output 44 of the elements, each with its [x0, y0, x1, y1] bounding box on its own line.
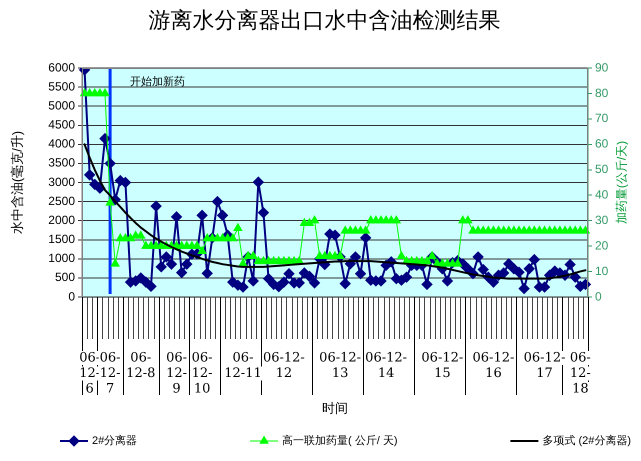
x-axis-title: 时间: [322, 401, 348, 416]
y-tick-label: 5000: [48, 98, 76, 112]
x-tick-label: 06-12-9: [166, 350, 188, 396]
y2-tick-label: 90: [595, 60, 609, 74]
x-tick-label: 06-12-6: [79, 350, 100, 396]
x-tick-label: 06-12-17: [524, 350, 566, 381]
y-tick-label: 3000: [48, 174, 76, 189]
x-tick-label: 06-12-18: [570, 350, 591, 396]
y2-tick-label: 10: [595, 264, 609, 278]
y2-tick-label: 40: [595, 188, 609, 202]
x-tick-label: 06-12-7: [100, 350, 121, 396]
ref-line-label: 开始加新药: [130, 74, 186, 88]
y2-tick-label: 30: [595, 212, 609, 227]
y-tick-label: 5500: [48, 79, 76, 94]
x-tick-label: 06-12-16: [472, 350, 514, 381]
y2-axis-title: 加药量(公斤/天): [614, 140, 628, 224]
y-tick-label: 2000: [48, 212, 76, 227]
x-tick-label: 06-12-12: [262, 350, 305, 381]
y-axis-title: 水中含油(毫克/升): [10, 130, 25, 234]
x-tick-label: 06-12-8: [126, 350, 156, 381]
y-tick-label: 2500: [48, 194, 76, 208]
x-tick-label: 06-12-15: [421, 350, 464, 381]
y2-tick-label: 70: [595, 111, 609, 126]
y2-tick-label: 50: [595, 162, 609, 176]
y-tick-label: 6000: [48, 60, 76, 74]
y-tick-label: 4500: [48, 118, 76, 132]
legend-label: 2#分离器: [92, 434, 138, 448]
y-tick-label: 4000: [48, 136, 76, 151]
y2-tick-label: 0: [595, 289, 602, 304]
y2-tick-label: 20: [595, 238, 609, 252]
x-tick-label: 06-12-11: [224, 350, 262, 381]
y2-tick-label: 60: [595, 136, 609, 151]
y-tick-label: 0: [68, 289, 76, 304]
y-tick-label: 1000: [48, 251, 76, 266]
legend-label: 高一联加药量( 公斤/ 天): [282, 434, 398, 448]
y2-tick-label: 80: [595, 86, 609, 100]
x-tick-label: 06-12-10: [192, 350, 213, 396]
x-tick-label: 06-12-13: [319, 350, 362, 381]
x-tick-label: 06-12-14: [365, 350, 408, 381]
y-tick-label: 1500: [48, 232, 76, 246]
chart-title: 游离水分离器出口水中含油检测结果: [148, 8, 500, 34]
legend-label: 多项式 (2#分离器): [542, 434, 632, 448]
y-tick-label: 500: [54, 270, 76, 284]
y-tick-label: 3500: [48, 156, 76, 170]
